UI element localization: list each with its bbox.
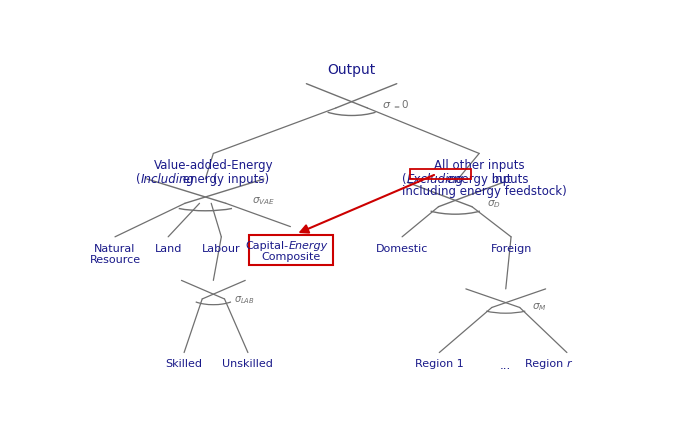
Text: Unskilled: Unskilled: [222, 359, 273, 370]
Text: $\sigma_{D}$: $\sigma_{D}$: [487, 198, 501, 210]
Text: Energy: Energy: [289, 240, 328, 251]
Text: Land: Land: [154, 244, 182, 254]
Text: All other inputs: All other inputs: [434, 159, 525, 171]
Text: Region 1: Region 1: [415, 359, 464, 370]
Text: (: (: [213, 173, 218, 186]
Text: (: (: [137, 173, 141, 186]
Text: Natural
Resource: Natural Resource: [89, 244, 141, 265]
Bar: [410, 169, 471, 179]
Text: $\sigma_{M}$: $\sigma_{M}$: [532, 301, 547, 313]
Text: (: (: [402, 173, 407, 186]
Text: $\sigma_{VAE}$: $\sigma_{VAE}$: [252, 195, 274, 207]
Text: $\sigma$: $\sigma$: [382, 100, 392, 110]
Text: Skilled: Skilled: [165, 359, 202, 370]
Text: but: but: [488, 173, 512, 186]
Text: Domestic: Domestic: [376, 244, 428, 254]
Text: Composite: Composite: [262, 252, 321, 262]
Text: Labour: Labour: [202, 244, 241, 254]
Bar: [250, 235, 333, 265]
Text: energy inputs): energy inputs): [179, 173, 269, 186]
Text: r: r: [567, 359, 571, 370]
Text: energy inputs: energy inputs: [443, 173, 528, 186]
Text: $\sigma_{LAB}$: $\sigma_{LAB}$: [233, 294, 255, 306]
Text: Output: Output: [327, 63, 376, 77]
Text: Capital-: Capital-: [246, 240, 289, 251]
Text: Including: Including: [141, 173, 195, 186]
Text: $_{=}$0: $_{=}$0: [392, 99, 409, 110]
Text: including energy feedstock): including energy feedstock): [402, 185, 567, 198]
Text: Foreign: Foreign: [490, 244, 532, 254]
Text: Excluding: Excluding: [407, 173, 464, 186]
Text: Region: Region: [525, 359, 567, 370]
Text: Value-added-Energy: Value-added-Energy: [154, 159, 273, 171]
Text: ...: ...: [500, 359, 511, 372]
